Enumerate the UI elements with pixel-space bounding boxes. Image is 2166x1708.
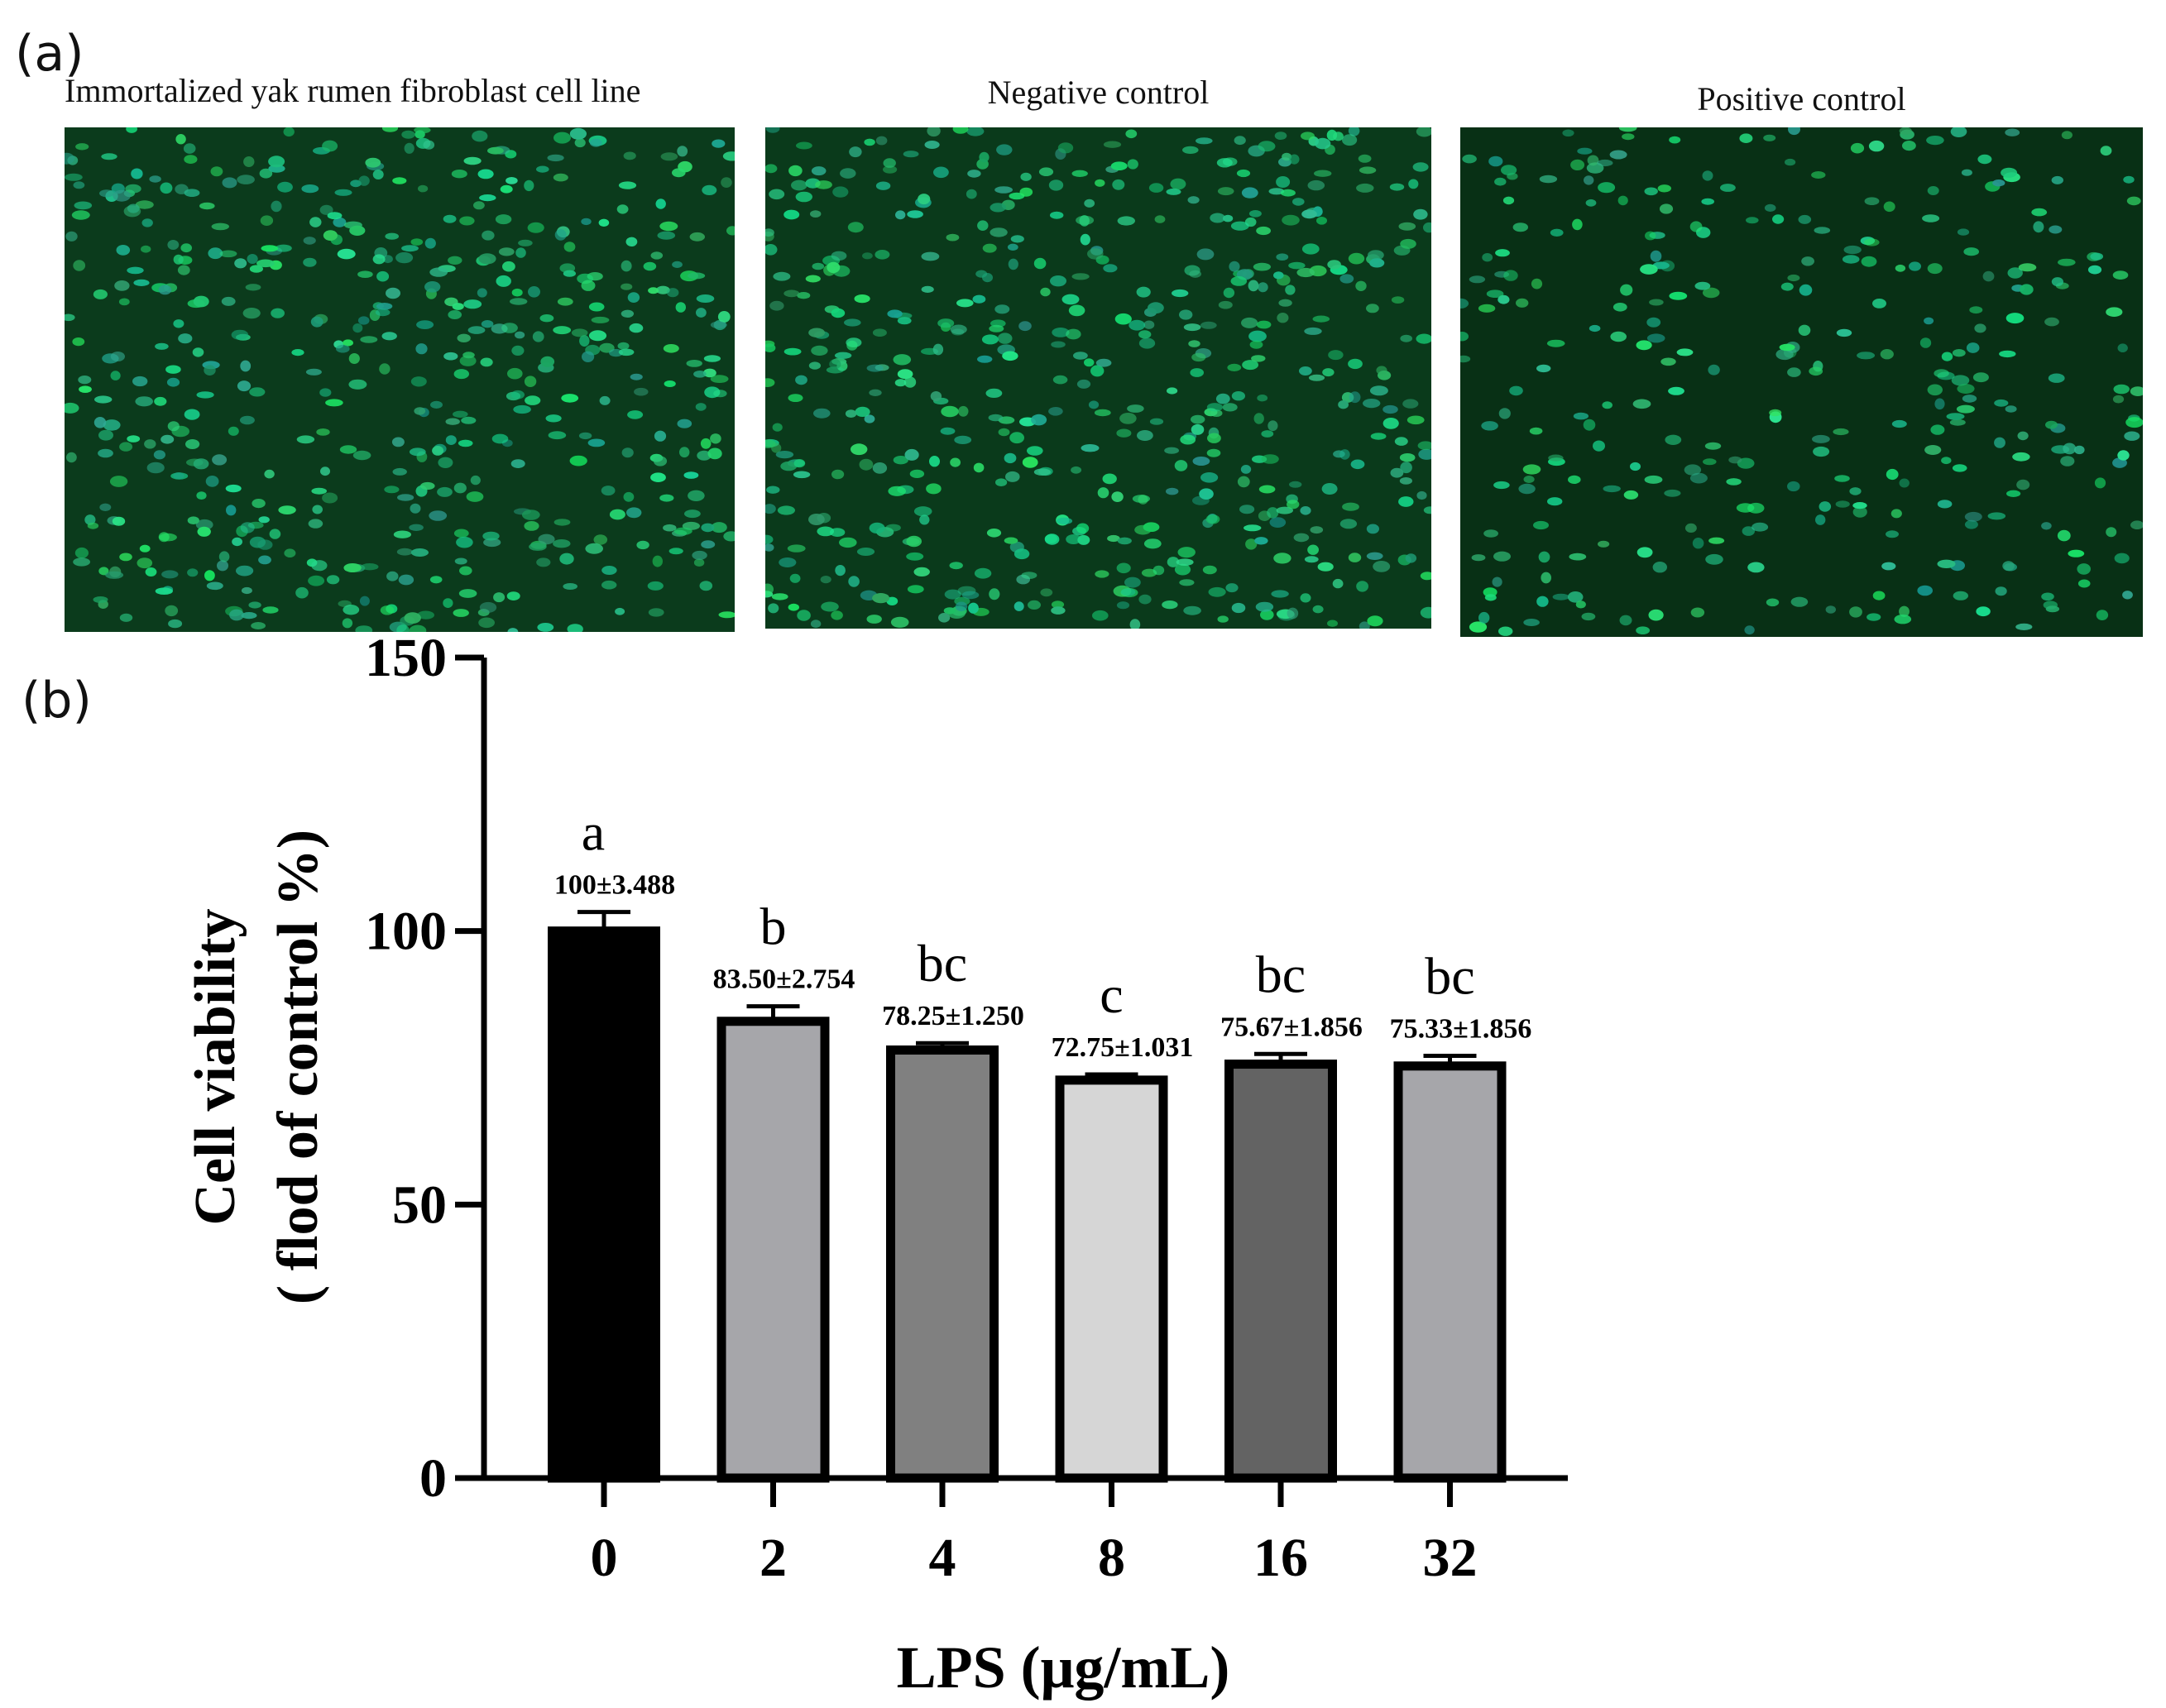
y-tick-label: 150 — [365, 629, 447, 688]
value-label: 72.75±1.031 — [1052, 1032, 1194, 1063]
micrograph-immortalized — [65, 127, 735, 632]
y-tick-label: 0 — [419, 1448, 447, 1509]
significance-label: bc — [1256, 945, 1306, 1003]
image-caption-positive-control: Positive control — [1697, 80, 1906, 117]
micrograph-positive-control — [1460, 127, 2143, 637]
panel-a-label: (a) — [15, 25, 84, 83]
bar — [1224, 1060, 1337, 1483]
plot-area: 0 50 100 150 0 100±3.488 a 2 83.50±2.754 b 4 78.25±… — [365, 629, 1568, 1588]
panel-b-label: (b) — [22, 672, 92, 730]
bar — [716, 1017, 830, 1483]
y-tick-label: 100 — [365, 902, 447, 962]
significance-label: a — [582, 803, 605, 862]
bar — [1055, 1075, 1168, 1483]
x-tick-label: 8 — [1098, 1528, 1125, 1588]
value-label: 75.33±1.856 — [1390, 1014, 1532, 1045]
bar — [1393, 1061, 1507, 1483]
x-tick-label: 32 — [1423, 1528, 1478, 1588]
x-tick-label: 2 — [760, 1528, 787, 1588]
y-axis-title-line2: ( flod of control %) — [266, 830, 330, 1304]
value-label: 78.25±1.250 — [882, 1001, 1024, 1031]
significance-label: bc — [1425, 947, 1474, 1006]
significance-label: bc — [918, 934, 967, 993]
micrograph-negative-control — [765, 127, 1431, 629]
image-caption-immortalized: Immortalized yak rumen fibroblast cell l… — [65, 72, 641, 109]
x-tick-label: 16 — [1253, 1528, 1308, 1588]
value-label: 75.67±1.856 — [1220, 1012, 1363, 1042]
x-tick-label: 4 — [929, 1528, 956, 1588]
x-axis-title: LPS (μg/mL) — [897, 1634, 1230, 1701]
bar-chart: Cell viability ( flod of control %) LPS … — [184, 629, 1568, 1701]
image-caption-negative-control: Negative control — [987, 74, 1210, 111]
bar — [548, 926, 660, 1483]
y-tick-label: 50 — [392, 1175, 447, 1235]
value-label: 83.50±2.754 — [713, 964, 855, 995]
value-label: 100±3.488 — [554, 870, 675, 901]
y-axis-title: Cell viability ( flod of control %) — [184, 830, 330, 1304]
significance-label: b — [760, 897, 787, 956]
significance-label: c — [1100, 965, 1123, 1024]
y-axis-title-line1: Cell viability — [184, 908, 247, 1225]
bar — [886, 1045, 999, 1483]
x-tick-label: 0 — [591, 1528, 618, 1588]
